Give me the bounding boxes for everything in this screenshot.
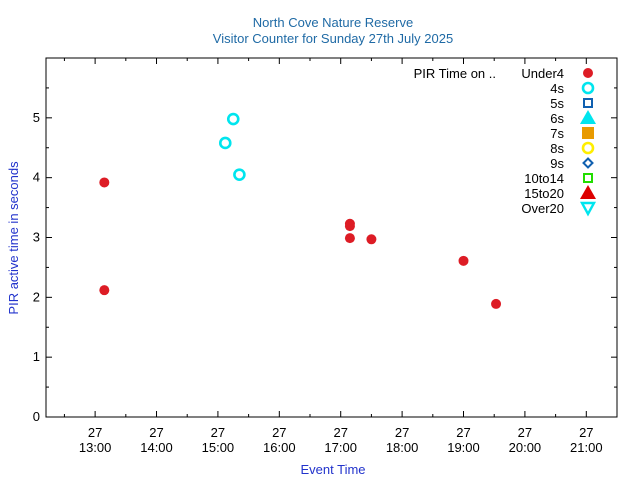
legend-label: Under4 — [521, 66, 564, 81]
chart-title: North Cove Nature Reserve — [253, 15, 413, 30]
x-axis: 2713:002714:002715:002716:002717:002718:… — [63, 58, 618, 455]
x-tick-day: 27 — [211, 425, 225, 440]
legend-title: PIR Time on .. — [414, 66, 496, 81]
x-tick-time: 21:00 — [570, 440, 603, 455]
data-point-4s — [233, 168, 246, 181]
legend-marker — [582, 157, 594, 169]
legend-label: 15to20 — [524, 186, 564, 201]
legend-label: 7s — [550, 126, 564, 141]
x-tick-time: 15:00 — [202, 440, 235, 455]
legend: PIR Time on .. Under44s5s6s7s8s9s10to1415… — [414, 66, 597, 217]
data-point-under4 — [491, 298, 502, 309]
y-tick-label: 4 — [33, 170, 40, 185]
legend-label: 4s — [550, 81, 564, 96]
legend-marker — [581, 141, 595, 155]
legend-marker — [580, 185, 596, 199]
data-point-under4 — [458, 255, 469, 266]
data-point-under4 — [344, 233, 355, 244]
x-tick-day: 27 — [456, 425, 470, 440]
x-tick-time: 17:00 — [324, 440, 357, 455]
legend-label: 9s — [550, 156, 564, 171]
x-axis-label: Event Time — [300, 462, 365, 477]
x-tick-day: 27 — [333, 425, 347, 440]
data-points — [99, 112, 502, 309]
data-point-under4 — [99, 285, 110, 296]
legend-label: 8s — [550, 141, 564, 156]
y-axis-label: PIR active time in seconds — [6, 161, 21, 315]
x-tick-time: 16:00 — [263, 440, 296, 455]
y-axis: 0 1 2 3 4 5 — [33, 87, 617, 424]
x-tick-time: 14:00 — [140, 440, 173, 455]
x-tick-time: 13:00 — [79, 440, 112, 455]
legend-marker — [581, 81, 595, 95]
x-tick-time: 20:00 — [509, 440, 542, 455]
data-point-4s — [226, 112, 240, 126]
legend-label: 5s — [550, 96, 564, 111]
y-tick-label: 2 — [33, 289, 40, 304]
legend-marker — [582, 127, 594, 139]
y-tick-label: 1 — [33, 349, 40, 364]
x-tick-time: 19:00 — [447, 440, 480, 455]
x-tick-day: 27 — [272, 425, 286, 440]
data-point-under4 — [99, 177, 110, 188]
x-tick-day: 27 — [395, 425, 409, 440]
legend-label: 10to14 — [524, 171, 564, 186]
data-point-under4 — [366, 234, 377, 245]
x-tick-time: 18:00 — [386, 440, 419, 455]
y-tick-label: 3 — [33, 230, 40, 245]
x-tick-day: 27 — [149, 425, 163, 440]
y-tick-label: 5 — [33, 110, 40, 125]
plot-frame — [45, 57, 618, 418]
x-tick-day: 27 — [579, 425, 593, 440]
x-tick-day: 27 — [88, 425, 102, 440]
legend-marker — [583, 68, 593, 78]
legend-marker — [583, 98, 593, 108]
legend-label: 6s — [550, 111, 564, 126]
x-tick-day: 27 — [518, 425, 532, 440]
chart-subtitle: Visitor Counter for Sunday 27th July 202… — [213, 31, 453, 46]
legend-marker — [579, 201, 597, 217]
legend-marker — [580, 110, 596, 124]
y-tick-label: 0 — [33, 409, 40, 424]
data-point-4s — [218, 136, 232, 150]
legend-marker — [583, 173, 593, 183]
legend-label: Over20 — [521, 201, 564, 216]
data-point-under4 — [344, 221, 355, 232]
